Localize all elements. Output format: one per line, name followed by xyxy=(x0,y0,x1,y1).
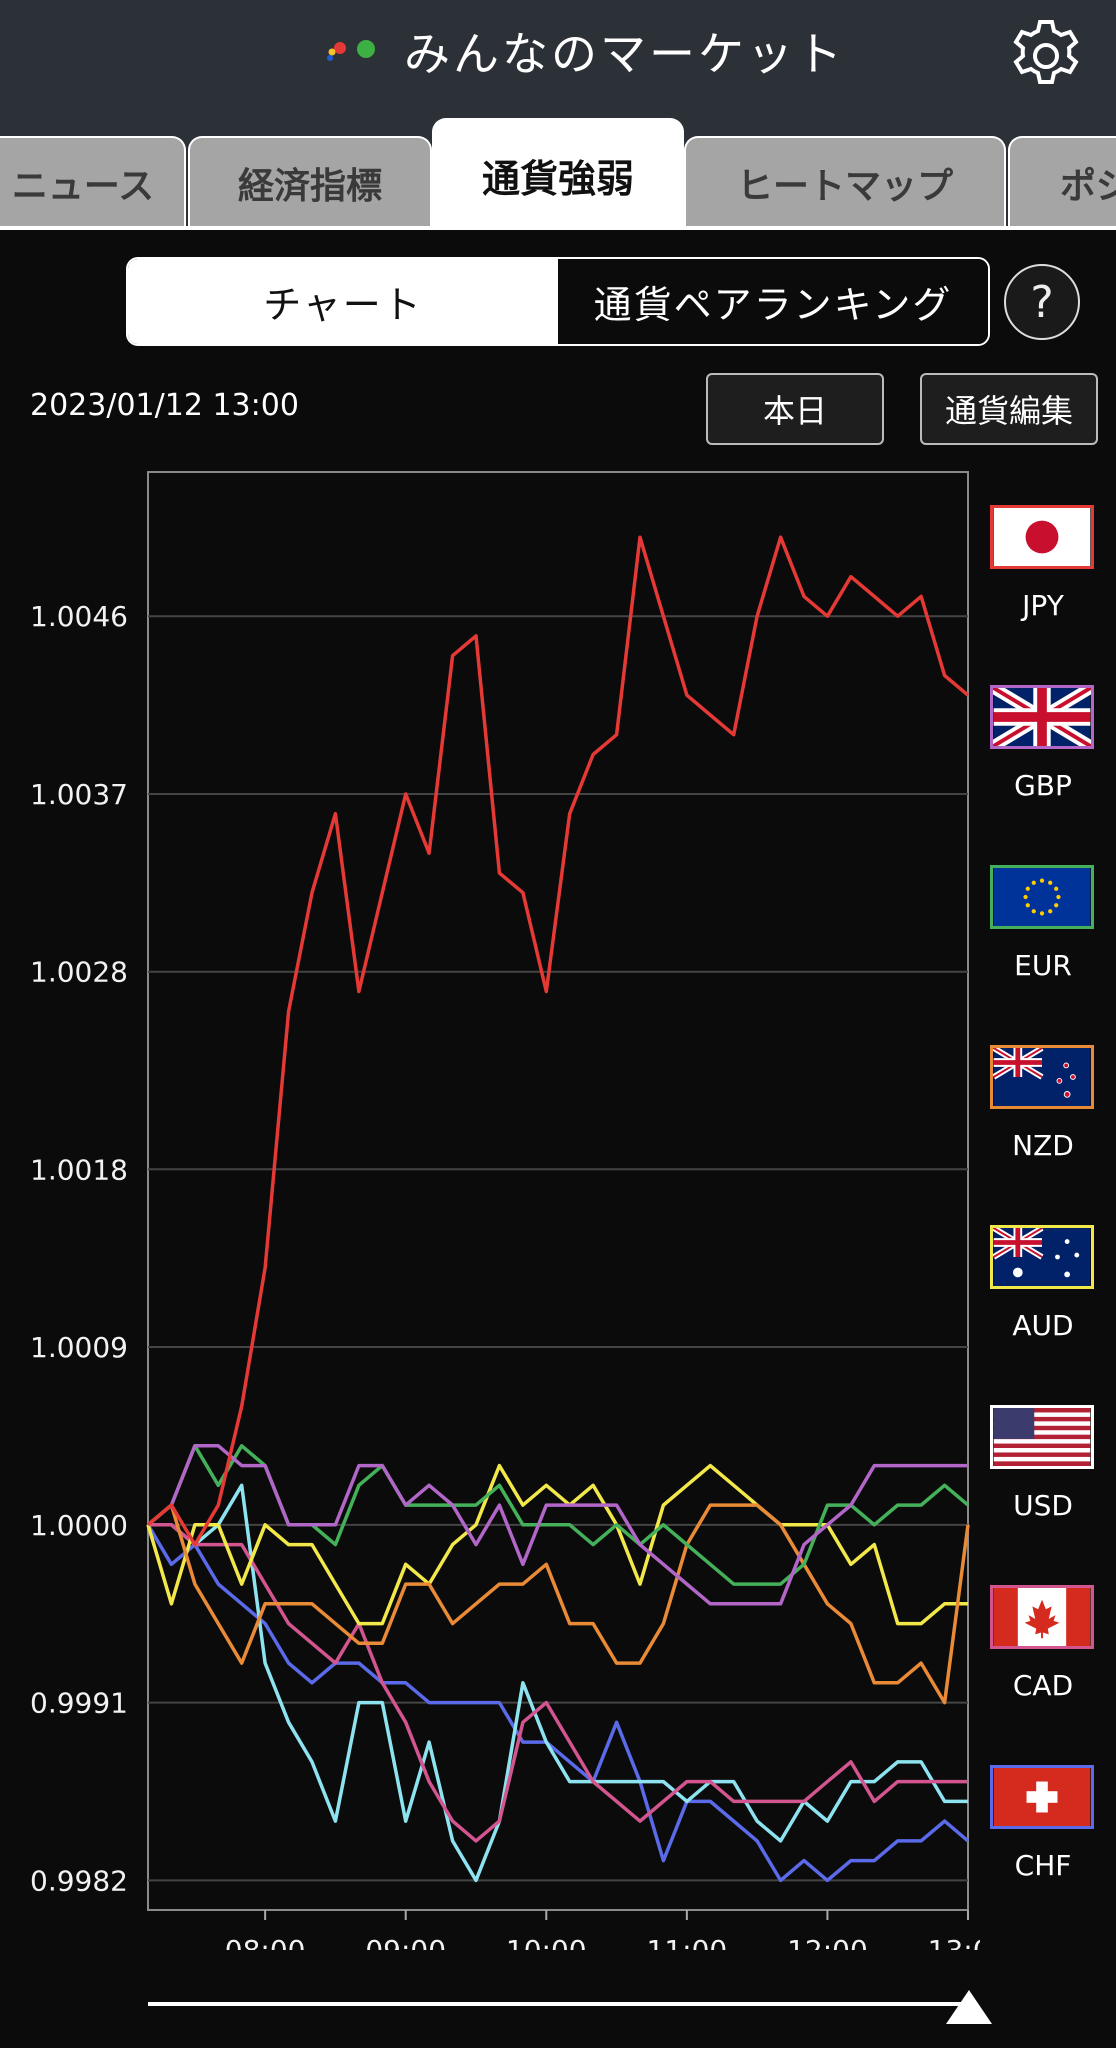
legend-currency-code: CAD xyxy=(1012,1669,1074,1702)
y-tick-label: 0.9991 xyxy=(30,1687,128,1720)
tab-economic-indicators-label: 経済指標 xyxy=(237,166,382,207)
view-segmented-control: チャート 通貨ペアランキング xyxy=(126,257,990,346)
series-line-extra-1 xyxy=(148,1483,968,1883)
tab-economic-indicators[interactable]: 経済指標 xyxy=(188,136,432,228)
series-line-nzd xyxy=(146,1503,970,1705)
series-line-extra-0 xyxy=(146,1523,970,1883)
eu-flag-icon xyxy=(990,865,1094,929)
x-tick-label: 11:00 xyxy=(647,1934,728,1950)
series-line-aud xyxy=(146,1463,968,1626)
legend-item-cad[interactable]: CAD xyxy=(988,1585,1098,1735)
time-slider-track[interactable] xyxy=(148,2002,966,2006)
currency-strength-chart: 1.0046 1.0037 1.0028 1.0018 1.0009 1.0000 0.99… xyxy=(30,471,980,1950)
gear-icon[interactable] xyxy=(1006,16,1086,96)
series-line-cad xyxy=(148,1523,968,1843)
nz-flag-icon xyxy=(990,1045,1094,1109)
x-tick-label: 10:00 xyxy=(506,1934,587,1950)
tab-currency-strength[interactable]: 通貨強弱 xyxy=(432,118,684,230)
legend-item-nzd[interactable]: NZD xyxy=(988,1045,1098,1195)
app-logo-icon xyxy=(327,40,375,61)
tab-news[interactable]: ニュース xyxy=(0,136,186,228)
ca-flag-icon xyxy=(990,1585,1094,1649)
legend-currency-code: GBP xyxy=(1014,769,1072,802)
y-tick-label: 1.0018 xyxy=(30,1153,128,1186)
au-flag-icon xyxy=(990,1225,1094,1289)
series-line-gbp xyxy=(146,1444,968,1606)
segment-pair-ranking[interactable]: 通貨ペアランキング xyxy=(558,259,988,344)
segment-chart[interactable]: チャート xyxy=(128,259,558,344)
x-tick-label: 08:00 xyxy=(225,1934,306,1950)
x-tick-label: 09:00 xyxy=(365,1934,446,1950)
legend-item-aud[interactable]: AUD xyxy=(988,1225,1098,1375)
tab-currency-strength-label: 通貨強弱 xyxy=(481,156,634,201)
series-line-jpy xyxy=(146,535,970,1547)
y-tick-label: 1.0000 xyxy=(30,1509,128,1542)
tab-heatmap-label: ヒートマップ xyxy=(736,166,953,207)
jp-flag-icon xyxy=(990,505,1094,569)
x-tick-label: 12:00 xyxy=(787,1934,868,1950)
tab-news-label: ニュース xyxy=(11,166,155,207)
legend-item-eur[interactable]: EUR xyxy=(988,865,1098,1015)
tab-position-label: ポジ xyxy=(1060,166,1116,207)
y-tick-label: 1.0009 xyxy=(30,1331,128,1364)
app-header: みんなのマーケット xyxy=(0,0,1116,118)
legend-item-usd[interactable]: USD xyxy=(988,1405,1098,1555)
legend-currency-code: NZD xyxy=(1012,1129,1074,1162)
legend-currency-code: JPY xyxy=(1022,589,1064,622)
y-tick-label: 0.9982 xyxy=(30,1864,128,1897)
y-tick-label: 1.0046 xyxy=(30,600,128,633)
today-button[interactable]: 本日 xyxy=(706,373,884,445)
legend-currency-code: AUD xyxy=(1012,1309,1074,1342)
time-slider-thumb[interactable] xyxy=(946,1990,992,2024)
chart-datetime: 2023/01/12 13:00 xyxy=(30,388,299,423)
y-tick-label: 1.0028 xyxy=(30,956,128,989)
legend-item-jpy[interactable]: JPY xyxy=(988,505,1098,655)
app-title: みんなのマーケット xyxy=(404,27,845,81)
legend-currency-code: EUR xyxy=(1014,949,1072,982)
ch-flag-icon xyxy=(990,1765,1094,1829)
tab-position[interactable]: ポジ xyxy=(1008,136,1116,228)
legend-item-chf[interactable]: CHF xyxy=(988,1765,1098,1915)
legend-item-gbp[interactable]: GBP xyxy=(988,685,1098,835)
tab-heatmap[interactable]: ヒートマップ xyxy=(684,136,1006,228)
us-flag-icon xyxy=(990,1405,1094,1469)
x-tick-label: 13:00 xyxy=(928,1934,980,1950)
help-button[interactable]: ? xyxy=(1004,264,1080,340)
legend-currency-code: USD xyxy=(1013,1489,1073,1522)
y-tick-label: 1.0037 xyxy=(30,778,128,811)
tab-underline xyxy=(0,226,1116,230)
plot-area xyxy=(147,471,969,1911)
gb-flag-icon xyxy=(990,685,1094,749)
edit-currencies-button[interactable]: 通貨編集 xyxy=(920,373,1098,445)
legend-currency-code: CHF xyxy=(1014,1849,1072,1882)
